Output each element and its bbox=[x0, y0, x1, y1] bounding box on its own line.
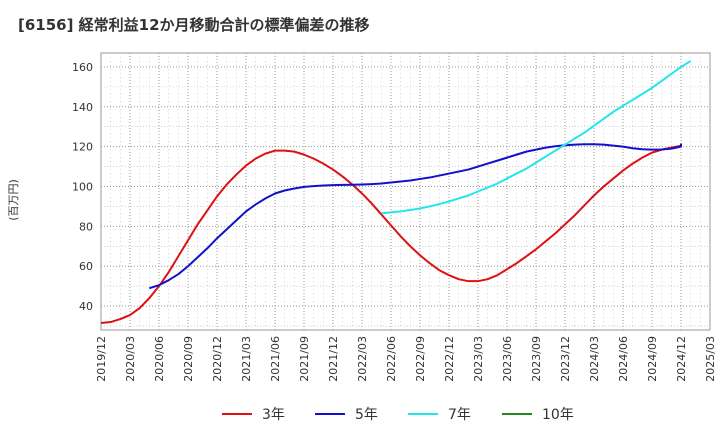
legend-label-4: 10年 bbox=[542, 407, 574, 423]
x-tick-label: 2023/06 bbox=[501, 336, 514, 382]
plot-frame bbox=[100, 52, 711, 331]
x-tick-label: 2021/12 bbox=[327, 336, 340, 382]
x-tick-label: 2024/12 bbox=[675, 336, 688, 382]
x-tick-label: 2023/09 bbox=[530, 336, 543, 382]
x-tick-label: 2024/09 bbox=[646, 336, 659, 382]
y-tick-label: 40 bbox=[79, 300, 93, 313]
x-tick-label: 2023/03 bbox=[472, 336, 485, 382]
x-tick-label: 2024/03 bbox=[588, 336, 601, 382]
x-tick-label: 2021/06 bbox=[269, 336, 282, 382]
x-tick-label: 2021/09 bbox=[298, 336, 311, 382]
y-tick-label: 80 bbox=[79, 220, 93, 233]
series-layer bbox=[100, 60, 692, 325]
y-tick-label: 100 bbox=[72, 181, 93, 194]
legend-label-1: 3年 bbox=[262, 407, 285, 423]
series-line-1 bbox=[100, 144, 682, 325]
y-tick-label: 60 bbox=[79, 260, 93, 273]
legend: 3年 5年 7年 10年 bbox=[222, 407, 574, 423]
y-tick-label: 160 bbox=[72, 61, 93, 74]
x-tick-label: 2020/03 bbox=[124, 336, 137, 382]
chart-title: [6156] 経常利益12か月移動合計の標準偏差の推移 bbox=[18, 16, 370, 34]
legend-label-3: 7年 bbox=[448, 407, 471, 423]
x-tick-label: 2025/03 bbox=[704, 336, 717, 382]
x-tick-label: 2020/06 bbox=[153, 336, 166, 382]
series-line-3 bbox=[381, 60, 692, 215]
legend-label-2: 5年 bbox=[355, 407, 378, 423]
x-tick-label: 2024/06 bbox=[617, 336, 630, 382]
x-tick-label: 2022/09 bbox=[414, 336, 427, 382]
x-axis: 2019/12 2020/03 2020/06 2020/09 2020/12 2021/… bbox=[95, 336, 717, 382]
y-tick-label: 120 bbox=[72, 141, 93, 154]
y-tick-label: 140 bbox=[72, 101, 93, 114]
x-tick-label: 2020/12 bbox=[211, 336, 224, 382]
x-tick-label: 2023/12 bbox=[559, 336, 572, 382]
x-tick-label: 2022/03 bbox=[356, 336, 369, 382]
y-axis: 40 60 80 100 120 140 160 bbox=[72, 61, 93, 313]
x-tick-label: 2022/06 bbox=[385, 336, 398, 382]
x-tick-label: 2020/09 bbox=[182, 336, 195, 382]
grid-layer bbox=[100, 53, 711, 330]
x-tick-label: 2022/12 bbox=[443, 336, 456, 382]
x-tick-label: 2021/03 bbox=[240, 336, 253, 382]
y-axis-label: (百万円) bbox=[7, 179, 20, 221]
x-tick-label: 2019/12 bbox=[95, 336, 108, 382]
series-line-2 bbox=[149, 143, 682, 290]
